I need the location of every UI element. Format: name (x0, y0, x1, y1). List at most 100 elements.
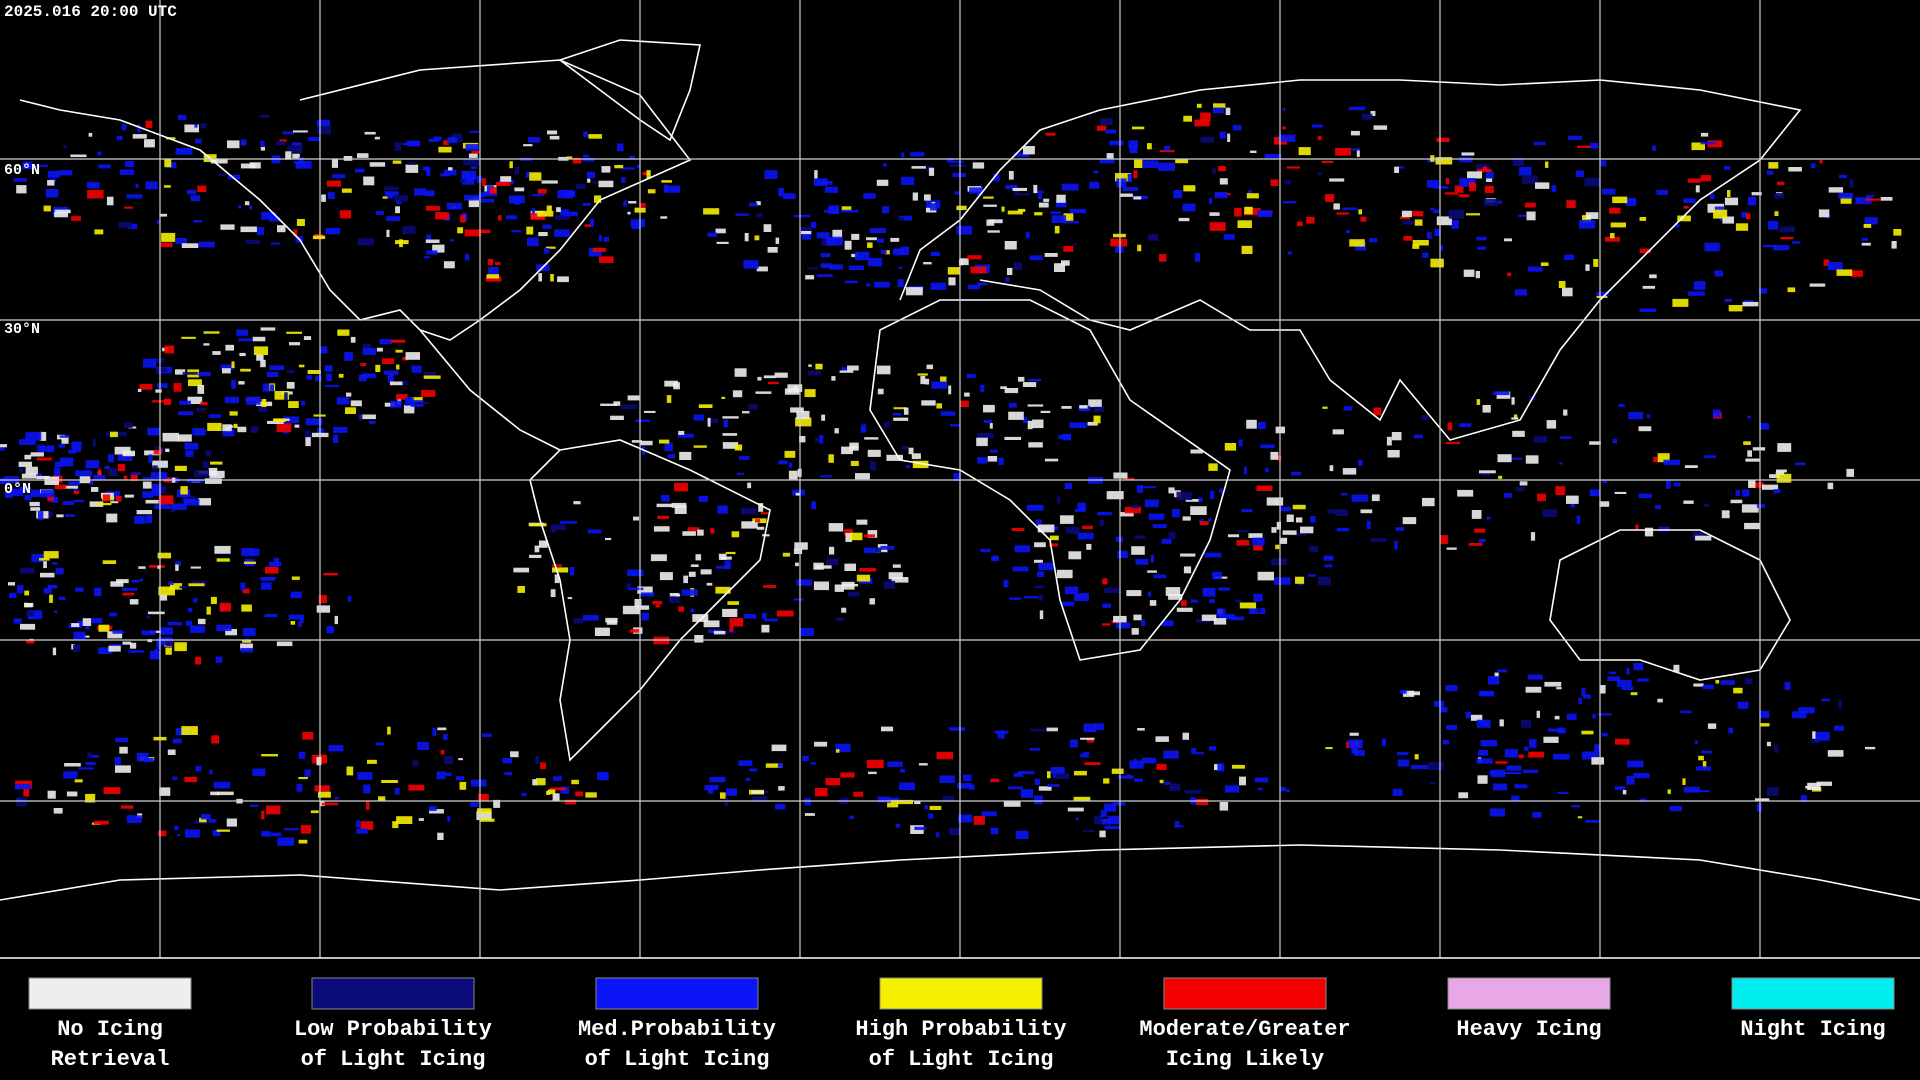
icing-patch (124, 206, 134, 209)
icing-patch (778, 786, 785, 791)
icing-patch (1209, 212, 1220, 216)
icing-patch (1088, 399, 1102, 408)
icing-patch (225, 344, 234, 351)
icing-patch (1776, 473, 1792, 483)
icing-patch (1865, 746, 1876, 750)
icing-patch (19, 467, 24, 473)
icing-patch (74, 779, 83, 783)
icing-patch (710, 418, 719, 424)
icing-patch (983, 204, 997, 207)
icing-patch (305, 437, 311, 447)
icing-patch (145, 120, 153, 129)
icing-patch (47, 170, 61, 178)
icing-patch (980, 548, 991, 553)
icing-patch (1209, 599, 1215, 603)
icing-patch (567, 597, 573, 600)
icing-patch (1074, 508, 1086, 512)
icing-patch (1893, 229, 1902, 236)
icing-patch (1639, 217, 1647, 221)
icing-patch (1478, 538, 1486, 543)
icing-patch (206, 606, 211, 615)
icing-patch (1100, 810, 1107, 817)
icing-patch (36, 457, 52, 461)
icing-patch (814, 178, 828, 186)
icing-patch (193, 470, 209, 477)
icing-patch (261, 211, 277, 220)
icing-patch (1621, 686, 1634, 691)
icing-patch (1317, 136, 1322, 141)
icing-patch (582, 154, 590, 158)
icing-patch (316, 757, 322, 766)
icing-patch (1617, 679, 1632, 687)
icing-patch (285, 151, 292, 160)
icing-patch (1849, 179, 1854, 188)
icing-patch (874, 281, 890, 288)
icing-patch (172, 738, 182, 744)
icing-patch (27, 610, 43, 620)
icing-patch (179, 400, 191, 405)
icing-patch (1604, 236, 1620, 242)
icing-patch (273, 418, 286, 422)
icing-patch (788, 462, 793, 468)
icing-patch (1728, 305, 1743, 312)
icing-patch (1432, 209, 1440, 214)
icing-patch (1524, 202, 1536, 208)
icing-patch (1836, 269, 1853, 276)
icing-patch (1596, 291, 1609, 296)
icing-patch (509, 161, 513, 169)
icing-patch (396, 199, 402, 204)
icing-patch (1174, 821, 1180, 828)
legend-swatch (311, 977, 475, 1010)
icing-patch (227, 140, 240, 149)
icing-patch (1017, 771, 1035, 775)
icing-patch (726, 788, 737, 796)
icing-patch (1018, 376, 1025, 382)
icing-patch (1083, 752, 1090, 755)
icing-patch (669, 595, 680, 604)
icing-patch (959, 400, 969, 407)
icing-patch (1435, 157, 1453, 165)
icing-patch (892, 248, 904, 256)
icing-patch (1342, 207, 1358, 211)
icing-patch (732, 390, 743, 398)
icing-patch (1286, 789, 1290, 793)
icing-patch (1583, 694, 1591, 699)
icing-patch (679, 451, 692, 460)
icing-patch (93, 820, 109, 825)
icing-patch (1557, 791, 1569, 794)
icing-patch (158, 830, 167, 837)
icing-patch (867, 530, 878, 538)
icing-patch (1219, 488, 1223, 494)
icing-patch (1654, 505, 1661, 509)
icing-patch (188, 379, 202, 387)
icing-patch (983, 419, 993, 423)
icing-patch (447, 137, 458, 144)
icing-patch (60, 457, 74, 467)
icing-patch (402, 225, 416, 235)
icing-patch (128, 650, 145, 653)
icing-patch (1656, 189, 1668, 195)
icing-patch (47, 584, 58, 589)
icing-patch (1038, 594, 1044, 601)
icing-patch (1762, 484, 1779, 490)
icing-patch (910, 152, 925, 157)
icing-patch (190, 195, 201, 202)
icing-patch (14, 784, 31, 790)
icing-patch (1760, 423, 1769, 430)
icing-patch (1396, 166, 1405, 169)
icing-patch (19, 439, 36, 445)
icing-patch (1644, 527, 1654, 537)
icing-patch (88, 132, 93, 137)
icing-patch (948, 385, 952, 395)
icing-patch (1814, 731, 1830, 741)
icing-patch (87, 752, 93, 758)
icing-patch (136, 510, 152, 515)
icing-patch (163, 185, 171, 188)
icing-patch (799, 628, 814, 636)
icing-patch (642, 171, 650, 176)
icing-patch (1551, 185, 1557, 193)
icing-patch (164, 158, 172, 168)
icing-patch (1721, 510, 1730, 519)
icing-patch (840, 772, 855, 778)
icing-patch (47, 790, 56, 799)
